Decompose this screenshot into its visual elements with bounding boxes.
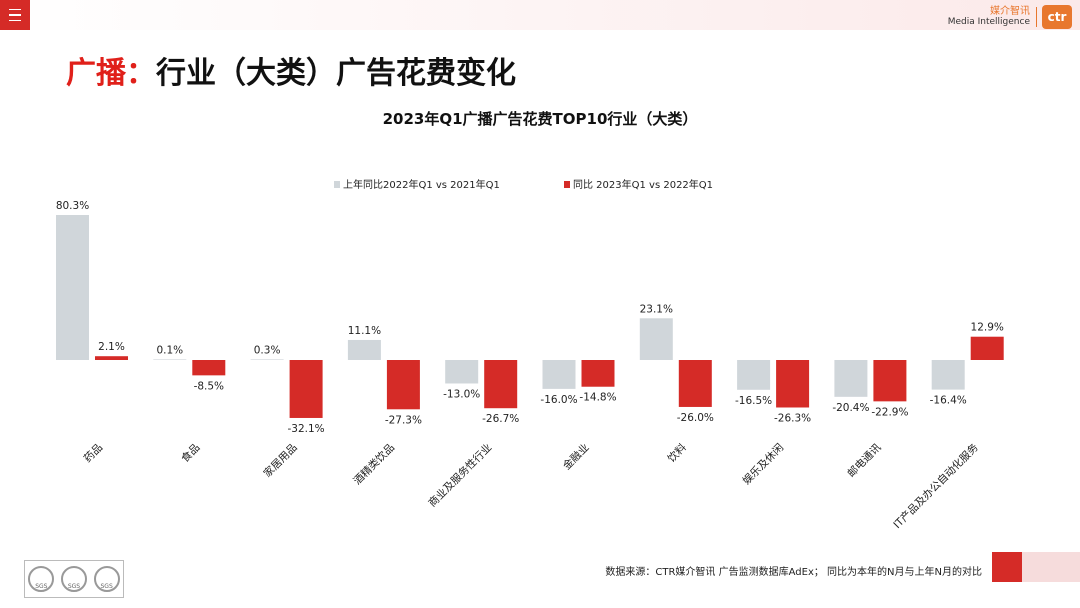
bar-0-0: [56, 215, 89, 360]
data-label: 11.1%: [348, 325, 381, 337]
legend-label-0: 上年同比2022年Q1 vs 2021年Q1: [343, 178, 500, 191]
legend-swatch-0: [334, 181, 340, 188]
category-label: 娱乐及休闲: [740, 441, 786, 487]
bar-0-6: [639, 318, 673, 360]
bar-1-5: [581, 360, 615, 387]
footer-accent-block: [992, 552, 1022, 582]
category-label: 酒精类饮品: [351, 441, 397, 487]
data-label: -26.3%: [774, 412, 811, 424]
bar-1-3: [386, 360, 420, 410]
brand-divider: [1036, 7, 1037, 27]
data-label: -16.4%: [930, 395, 967, 407]
data-source-note: 数据来源：CTR媒介智讯 广告监测数据库AdEx； 同比为本年的N月与上年N月的…: [605, 567, 982, 578]
bar-1-1: [192, 360, 226, 376]
data-label: -20.4%: [832, 402, 869, 414]
bar-1-8: [873, 360, 907, 402]
hamburger-icon: [9, 7, 21, 24]
ctr-logo: ctr: [1042, 5, 1072, 29]
bar-0-3: [347, 339, 381, 360]
bar-chart: 上年同比2022年Q1 vs 2021年Q1 同比 2023年Q1 vs 2022…: [56, 178, 1004, 532]
data-label: -32.1%: [288, 423, 325, 435]
data-label: -27.3%: [385, 414, 422, 426]
bar-0-5: [542, 360, 576, 389]
data-label: 23.1%: [640, 303, 673, 315]
category-label: 食品: [178, 441, 202, 465]
category-label: 家居用品: [261, 441, 300, 480]
brand-name-cn: 媒介智讯: [990, 6, 1030, 17]
bar-1-6: [678, 360, 712, 407]
category-label: 金融业: [560, 441, 591, 472]
bar-0-9: [931, 360, 965, 390]
bar-0-4: [445, 360, 479, 384]
page-title-text: 行业（大类）广告花费变化: [156, 56, 516, 91]
data-label: 80.3%: [56, 200, 89, 212]
category-label: 邮电通讯: [845, 441, 884, 480]
data-label: -26.7%: [482, 413, 519, 425]
sgs-badge-icon: SGS: [93, 566, 120, 592]
bar-1-7: [776, 360, 810, 408]
chart-title: 2023年Q1广播广告花费TOP10行业（大类）: [382, 110, 698, 128]
legend-label-1: 同比 2023年Q1 vs 2022年Q1: [573, 178, 713, 191]
brand-name-en: Media Intelligence: [947, 17, 1030, 27]
bar-1-0: [95, 356, 128, 360]
brand-logo-group: 媒介智讯 Media Intelligence ctr: [948, 4, 1072, 30]
sgs-badge-icon: SGS: [60, 566, 87, 592]
top-bar: [0, 0, 1080, 30]
category-label: 商业及服务性行业: [426, 441, 495, 510]
data-label: 12.9%: [971, 322, 1004, 334]
bar-1-9: [970, 336, 1004, 360]
bar-0-7: [737, 360, 771, 390]
bar-0-1: [153, 359, 187, 360]
data-label: -8.5%: [194, 380, 224, 392]
bar-1-4: [484, 360, 518, 409]
category-label: 饮料: [665, 441, 689, 465]
data-label: -14.8%: [579, 392, 616, 404]
data-label: -13.0%: [443, 388, 480, 400]
bar-0-2: [250, 359, 284, 360]
page-title-accent: 广播：: [66, 56, 156, 91]
data-label: -22.9%: [871, 406, 908, 418]
bar-0-8: [834, 360, 868, 397]
bar-1-2: [289, 360, 323, 418]
sgs-badge-icon: SGS: [28, 566, 55, 592]
data-label: -26.0%: [677, 412, 714, 424]
certification-badges: SGS SGS SGS: [24, 560, 124, 598]
data-label: 0.3%: [254, 344, 281, 356]
footer-accent-light: [1020, 552, 1080, 582]
legend-swatch-1: [564, 181, 570, 188]
page-title: 广播：行业（大类）广告花费变化: [66, 48, 516, 92]
data-label: -16.5%: [735, 395, 772, 407]
data-label: -16.0%: [540, 394, 577, 406]
category-label: IT产品及办公自动化服务: [891, 441, 982, 532]
data-label: 0.1%: [156, 344, 183, 356]
data-label: 2.1%: [98, 341, 125, 353]
category-label: 药品: [82, 442, 105, 465]
menu-button[interactable]: [0, 0, 30, 30]
